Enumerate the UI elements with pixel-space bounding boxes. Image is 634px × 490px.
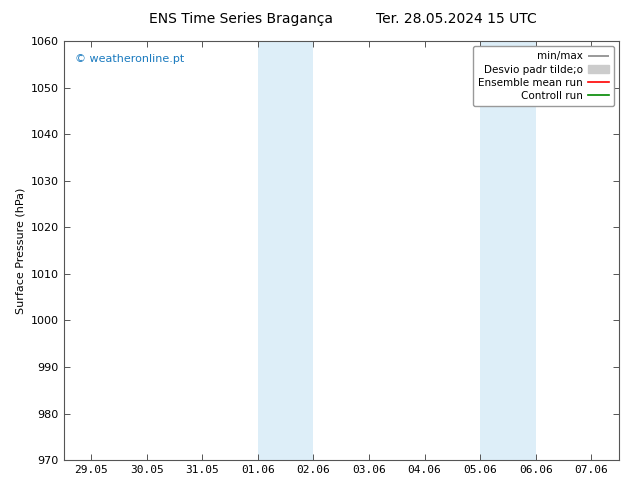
Text: Ter. 28.05.2024 15 UTC: Ter. 28.05.2024 15 UTC [376,12,537,26]
Legend: min/max, Desvio padr tilde;o, Ensemble mean run, Controll run: min/max, Desvio padr tilde;o, Ensemble m… [472,46,614,106]
Y-axis label: Surface Pressure (hPa): Surface Pressure (hPa) [15,187,25,314]
Text: ENS Time Series Bragança: ENS Time Series Bragança [149,12,333,26]
Text: © weatheronline.pt: © weatheronline.pt [75,53,184,64]
Bar [480,41,536,460]
Bar [258,41,313,460]
